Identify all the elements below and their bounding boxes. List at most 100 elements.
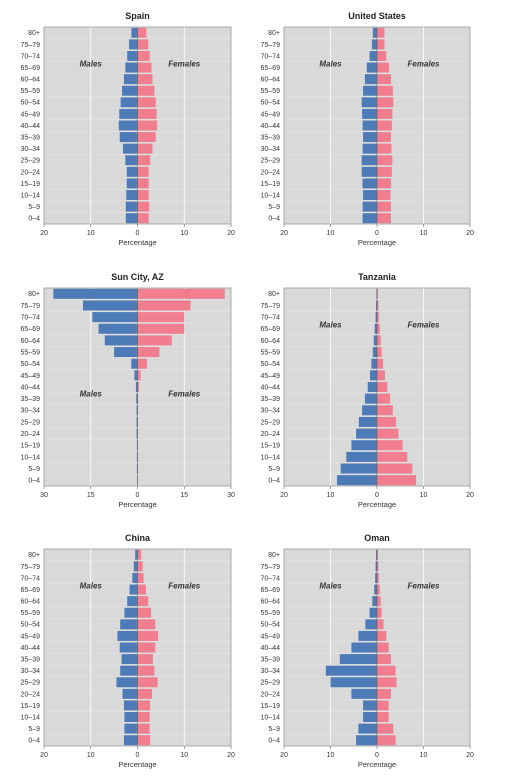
age-group-label: 45–49: [21, 633, 41, 640]
age-group-label: 55–59: [21, 88, 41, 95]
bar-male-0–4: [362, 213, 377, 224]
x-axis-label: Percentage: [358, 500, 396, 509]
age-group-label: 20–24: [21, 431, 41, 438]
age-group-label: 35–39: [21, 134, 41, 141]
bar-female-30–34: [137, 665, 155, 676]
bar-male-0–4: [125, 213, 138, 224]
pyramid-panel-2: Sun City, AZ 80+ 75–79 70–74 65–69 60–64 55–59…: [21, 272, 235, 509]
bar-male-65–69: [366, 62, 377, 73]
males-label: Males: [319, 59, 342, 68]
age-group-label: 45–49: [21, 373, 41, 380]
bar-female-0–4: [137, 213, 149, 224]
bar-male-0–4: [123, 735, 138, 746]
age-group-label: 5–9: [28, 466, 40, 473]
males-label: Males: [80, 59, 103, 68]
bar-male-40–44: [367, 381, 377, 393]
bar-male-15–19: [351, 440, 377, 451]
bar-male-40–44: [135, 381, 138, 393]
age-group-label: 15–19: [21, 703, 41, 710]
bar-male-55–59: [372, 347, 377, 358]
age-group-label: 0–4: [28, 216, 40, 223]
bar-male-35–39: [339, 654, 377, 665]
bar-male-15–19: [123, 700, 138, 711]
x-tick-label: 20: [466, 492, 474, 499]
age-group-label: 40–44: [261, 645, 281, 652]
bar-male-50–54: [131, 358, 138, 369]
bar-female-70–74: [137, 50, 150, 61]
bar-male-40–44: [119, 642, 138, 653]
bar-male-30–34: [120, 665, 138, 676]
bar-male-10–14: [126, 190, 138, 201]
age-group-label: 0–4: [28, 478, 40, 485]
age-group-label: 40–44: [21, 123, 41, 130]
bar-female-20–24: [377, 166, 392, 177]
x-tick-label: 10: [327, 752, 335, 759]
bar-female-40–44: [137, 381, 140, 393]
bar-female-45–49: [137, 630, 159, 641]
x-tick-label: 30: [40, 492, 48, 499]
bar-female-70–74: [137, 572, 144, 583]
bar-male-80+: [376, 549, 377, 560]
bar-male-70–74: [92, 312, 138, 323]
bar-female-0–4: [137, 735, 151, 746]
pyramid-panel-4: China 80+ 75–79 70–74 65–69 60–64 55–59 50–54 45…: [21, 533, 235, 769]
age-group-label: 55–59: [261, 349, 281, 356]
age-group-label: 5–9: [28, 726, 40, 733]
age-group-label: 60–64: [261, 599, 281, 606]
bar-female-45–49: [377, 630, 387, 641]
bar-male-55–59: [124, 607, 138, 618]
x-tick-label: 10: [327, 230, 335, 237]
age-group-label: 20–24: [261, 169, 281, 176]
age-group-label: 40–44: [261, 384, 281, 391]
bar-female-80+: [377, 27, 385, 38]
bar-male-45–49: [134, 370, 138, 381]
age-group-label: 80+: [268, 291, 280, 298]
bar-female-60–64: [137, 335, 172, 346]
x-tick-label: 0: [375, 492, 379, 499]
age-group-label: 15–19: [261, 443, 281, 450]
bar-female-55–59: [377, 607, 382, 618]
bar-female-55–59: [377, 347, 382, 358]
bar-female-75–79: [137, 39, 149, 50]
males-label: Males: [80, 389, 103, 398]
bar-female-20–24: [137, 166, 149, 177]
bar-female-5–9: [137, 201, 150, 212]
age-group-label: 25–29: [21, 419, 41, 426]
bar-male-35–39: [119, 132, 138, 143]
age-group-label: 50–54: [261, 100, 281, 107]
bar-female-15–19: [377, 178, 391, 189]
x-tick-label: 10: [420, 752, 428, 759]
x-tick-label: 15: [87, 492, 95, 499]
age-group-label: 75–79: [21, 564, 41, 571]
x-tick-label: 20: [227, 230, 235, 237]
bar-male-50–54: [365, 619, 377, 630]
age-group-label: 20–24: [21, 169, 41, 176]
bar-female-5–9: [377, 723, 394, 734]
bar-male-50–54: [371, 358, 377, 369]
bar-male-20–24: [136, 428, 138, 439]
age-group-label: 55–59: [261, 88, 281, 95]
bar-male-70–74: [369, 50, 377, 61]
chart-title: United States: [348, 11, 406, 21]
x-tick-label: 20: [40, 752, 48, 759]
bar-female-35–39: [137, 654, 153, 665]
age-group-label: 5–9: [268, 204, 280, 211]
x-tick-label: 20: [280, 752, 288, 759]
bar-male-10–14: [363, 712, 377, 723]
bar-male-65–69: [374, 584, 377, 595]
x-tick-label: 20: [280, 230, 288, 237]
bar-female-30–34: [377, 405, 393, 416]
bar-female-60–64: [377, 596, 381, 607]
x-axis-label: Percentage: [358, 760, 396, 769]
bar-female-15–19: [377, 700, 389, 711]
bar-female-80+: [377, 549, 378, 560]
bar-female-20–24: [137, 688, 152, 699]
bar-male-70–74: [132, 572, 138, 583]
bar-male-65–69: [98, 323, 138, 334]
bar-female-20–24: [377, 428, 399, 439]
bar-male-10–14: [124, 712, 138, 723]
bar-female-60–64: [377, 335, 381, 346]
x-tick-label: 0: [375, 752, 379, 759]
bar-male-80+: [135, 549, 138, 560]
bar-male-75–79: [371, 39, 377, 50]
